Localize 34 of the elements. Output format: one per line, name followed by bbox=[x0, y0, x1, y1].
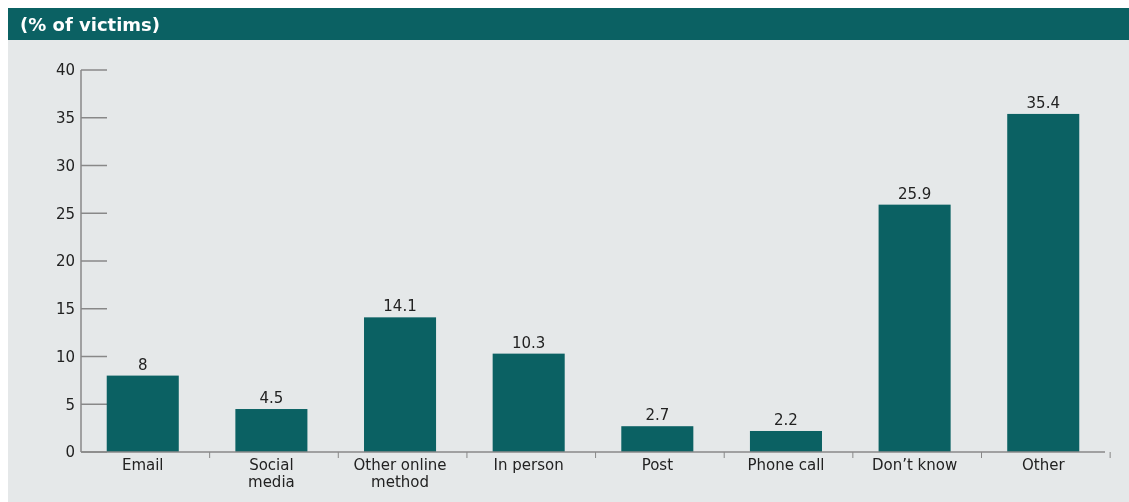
y-tick-label: 35 bbox=[55, 109, 75, 127]
bar bbox=[621, 426, 694, 452]
data-label: 25.9 bbox=[897, 184, 932, 203]
data-label: 8 bbox=[137, 355, 148, 374]
x-tick-label: Other online method bbox=[353, 456, 447, 491]
data-label: 10.3 bbox=[511, 333, 546, 352]
x-tick-label: In person bbox=[493, 456, 564, 474]
y-tick-label: 5 bbox=[65, 395, 75, 414]
bar bbox=[106, 375, 179, 452]
y-tick-label: 20 bbox=[55, 252, 75, 271]
data-label: 35.4 bbox=[1026, 93, 1060, 112]
bar bbox=[492, 353, 565, 452]
data-label: 14.1 bbox=[383, 297, 417, 316]
bar bbox=[878, 204, 951, 452]
data-label: 2.7 bbox=[645, 406, 670, 425]
bar bbox=[235, 409, 308, 452]
bar bbox=[749, 430, 822, 452]
y-tick-label: 10 bbox=[55, 347, 75, 366]
bar bbox=[1007, 113, 1080, 452]
y-tick-label: 15 bbox=[55, 300, 75, 318]
chart-title: (% of victims) bbox=[20, 14, 161, 35]
data-label: 4.5 bbox=[259, 389, 284, 408]
x-tick-label: Phone call bbox=[747, 456, 825, 474]
y-tick-label: 30 bbox=[55, 156, 75, 175]
x-tick-label: Email bbox=[121, 456, 164, 474]
y-tick-label: 0 bbox=[65, 443, 75, 462]
x-tick-label: Social media bbox=[248, 456, 295, 491]
x-tick-label: Other bbox=[1021, 456, 1066, 474]
y-tick-label: 25 bbox=[55, 204, 75, 223]
bar bbox=[364, 317, 437, 452]
data-label: 2.2 bbox=[774, 410, 798, 429]
x-tick-label: Don’t know bbox=[871, 456, 958, 474]
y-tick-label: 40 bbox=[55, 61, 75, 80]
x-tick-label: Post bbox=[641, 456, 674, 474]
